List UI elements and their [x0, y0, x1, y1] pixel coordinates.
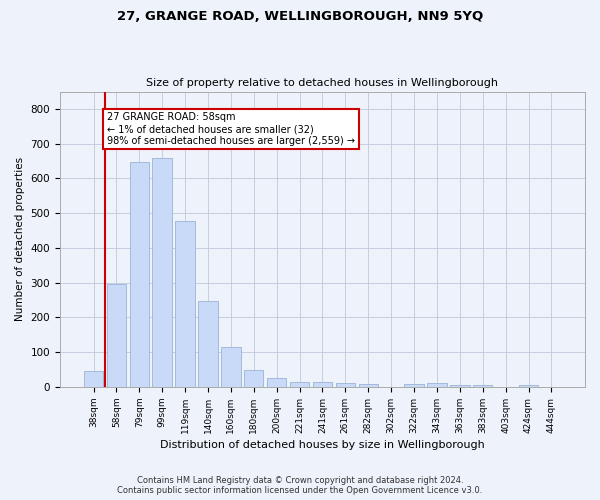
Bar — [244, 370, 263, 387]
Bar — [450, 385, 470, 387]
Bar — [267, 378, 286, 387]
Bar — [175, 221, 195, 387]
Text: Contains HM Land Registry data © Crown copyright and database right 2024.
Contai: Contains HM Land Registry data © Crown c… — [118, 476, 482, 495]
Title: Size of property relative to detached houses in Wellingborough: Size of property relative to detached ho… — [146, 78, 499, 88]
Bar — [473, 385, 493, 387]
Bar — [152, 158, 172, 387]
Bar — [107, 284, 126, 387]
Bar — [198, 301, 218, 387]
Bar — [359, 384, 378, 387]
Bar — [335, 383, 355, 387]
Bar — [84, 372, 103, 387]
Bar — [404, 384, 424, 387]
Bar — [221, 347, 241, 387]
Bar — [519, 385, 538, 387]
Bar — [130, 162, 149, 387]
Y-axis label: Number of detached properties: Number of detached properties — [15, 157, 25, 322]
Bar — [427, 384, 446, 387]
Text: 27 GRANGE ROAD: 58sqm
← 1% of detached houses are smaller (32)
98% of semi-detac: 27 GRANGE ROAD: 58sqm ← 1% of detached h… — [107, 112, 355, 146]
Bar — [290, 382, 309, 387]
Bar — [313, 382, 332, 387]
Text: 27, GRANGE ROAD, WELLINGBOROUGH, NN9 5YQ: 27, GRANGE ROAD, WELLINGBOROUGH, NN9 5YQ — [117, 10, 483, 23]
X-axis label: Distribution of detached houses by size in Wellingborough: Distribution of detached houses by size … — [160, 440, 485, 450]
